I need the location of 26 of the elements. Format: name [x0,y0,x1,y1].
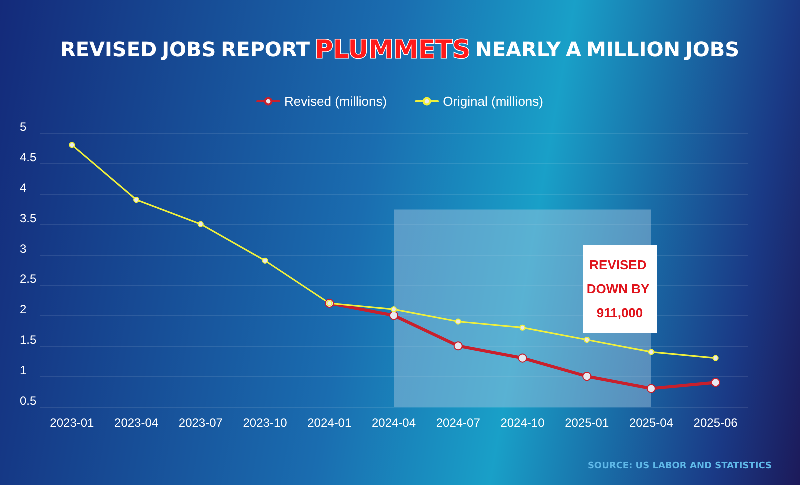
x-tick-label: 2025-04 [629,416,674,430]
legend-label: Original (millions) [443,94,544,109]
chart-title: REVISED JOBS REPORT PLUMMETS NEARLY A MILLION JOBS [60,35,740,64]
y-tick-label: 5 [20,120,27,134]
y-tick-label: 0.5 [20,394,38,408]
y-tick-label: 2.5 [20,272,38,286]
x-tick-label: 2025-01 [565,416,610,430]
y-tick-label: 2 [20,302,27,317]
x-tick-label: 2024-10 [500,416,546,430]
y-tick-label: 1.5 [20,333,38,348]
x-tick-label: 2023-10 [243,416,288,430]
source-note: SOURCE: US LABOR AND STATISTICS [588,462,772,472]
x-tick-label: 2024-04 [372,416,416,430]
x-tick-label: 2023-01 [50,416,95,430]
y-tick-label: 4 [20,180,27,195]
x-tick-label: 2024-07 [436,416,481,430]
x-tick-label: 2023-04 [114,416,159,430]
y-tick-label: 3.5 [20,211,38,226]
y-tick-label: 4.5 [20,150,38,164]
x-tick-label: 2025-06 [694,416,738,430]
y-tick-label: 1 [20,364,27,378]
x-tick-label: 2023-07 [178,416,224,430]
annotation: REVISED DOWN BY 911,000 [586,258,654,320]
x-tick-label: 2024-01 [308,416,352,430]
legend-label: Revised (millions) [284,94,388,109]
y-tick-label: 3 [20,242,27,256]
